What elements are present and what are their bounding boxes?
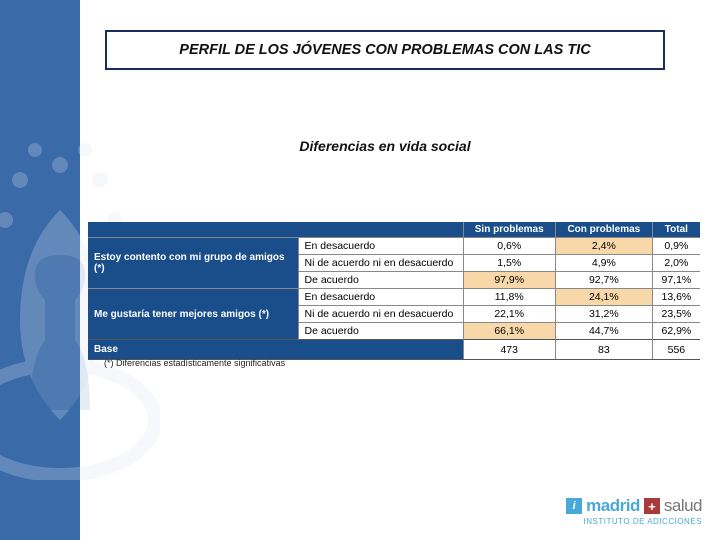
table-column-header: Total [652, 222, 700, 238]
table-cell: 24,1% [555, 289, 652, 306]
table-response-label: Ni de acuerdo ni en desacuerdo [298, 306, 463, 323]
table-base-label: Base [88, 340, 463, 360]
table-cell: 0,9% [652, 238, 700, 255]
table-base-cell: 556 [652, 340, 700, 360]
table-cell: 31,2% [555, 306, 652, 323]
table-cell: 23,5% [652, 306, 700, 323]
table-header-blank [298, 222, 463, 238]
table-cell: 44,7% [555, 323, 652, 340]
logo-cross-icon: + [644, 498, 660, 514]
subtitle: Diferencias en vida social [105, 138, 665, 154]
table-row-group-label: Estoy contento con mi grupo de amigos (*… [88, 238, 298, 289]
table-cell: 1,5% [463, 255, 555, 272]
table-cell: 4,9% [555, 255, 652, 272]
footnote: (*) Diferencias estadísticamente signifi… [104, 358, 285, 368]
table-cell: 97,1% [652, 272, 700, 289]
footer-logo: i madrid + salud INSTITUTO DE ADICCIONES [566, 496, 702, 526]
table-response-label: En desacuerdo [298, 238, 463, 255]
table-base-cell: 83 [555, 340, 652, 360]
table-response-label: Ni de acuerdo ni en desacuerdo [298, 255, 463, 272]
table-base-cell: 473 [463, 340, 555, 360]
table-cell: 13,6% [652, 289, 700, 306]
table-column-header: Sin problemas [463, 222, 555, 238]
table-response-label: De acuerdo [298, 323, 463, 340]
title-box: PERFIL DE LOS JÓVENES CON PROBLEMAS CON … [105, 30, 665, 70]
table-cell: 2,0% [652, 255, 700, 272]
logo-glyph-icon: i [566, 498, 582, 514]
page-title: PERFIL DE LOS JÓVENES CON PROBLEMAS CON … [119, 42, 651, 58]
table-response-label: De acuerdo [298, 272, 463, 289]
table-cell: 11,8% [463, 289, 555, 306]
table-row-group-label: Me gustaría tener mejores amigos (*) [88, 289, 298, 340]
table-response-label: En desacuerdo [298, 289, 463, 306]
logo-text-primary: madrid [586, 496, 640, 516]
table-cell: 0,6% [463, 238, 555, 255]
table-column-header: Con problemas [555, 222, 652, 238]
table-header-blank [88, 222, 298, 238]
table-cell: 92,7% [555, 272, 652, 289]
logo-subtitle: INSTITUTO DE ADICCIONES [566, 517, 702, 526]
table-cell: 2,4% [555, 238, 652, 255]
logo-text-secondary: salud [664, 496, 702, 516]
table-cell: 62,9% [652, 323, 700, 340]
table-cell: 97,9% [463, 272, 555, 289]
table-cell: 66,1% [463, 323, 555, 340]
data-table: Sin problemasCon problemasTotal Estoy con… [88, 222, 700, 360]
table-cell: 22,1% [463, 306, 555, 323]
